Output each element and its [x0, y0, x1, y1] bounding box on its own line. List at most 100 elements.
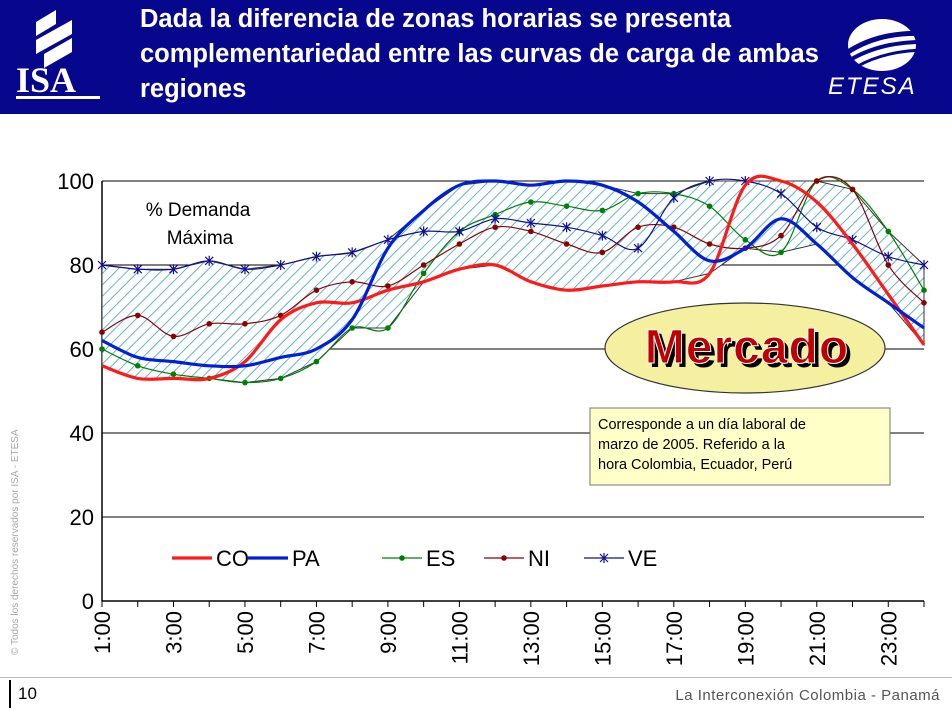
data-point-es	[742, 237, 749, 243]
svg-text:ETESA: ETESA	[828, 73, 917, 100]
data-point-es	[599, 207, 606, 214]
data-point-es	[921, 287, 927, 293]
data-point-ni	[849, 186, 856, 193]
x-tick-label: 15:00	[590, 611, 615, 666]
data-point-ve	[883, 251, 893, 262]
data-point-ve	[490, 213, 500, 224]
y-tick-label: 100	[57, 169, 94, 194]
data-point-es	[385, 325, 391, 331]
note-box	[589, 407, 891, 486]
data-point-ve	[669, 192, 679, 203]
data-point-es	[706, 203, 713, 209]
y-tick-label: 0	[82, 589, 94, 614]
x-tick-label: 7:00	[304, 611, 329, 654]
data-point-es	[277, 375, 284, 382]
data-point-ve	[705, 176, 714, 186]
data-point-es	[313, 358, 320, 365]
data-point-ve	[419, 226, 429, 237]
x-tick-label: 23:00	[876, 611, 901, 666]
x-tick-label: 3:00	[161, 611, 186, 654]
data-point-ve	[204, 255, 214, 266]
data-point-es	[528, 199, 534, 205]
svg-text:ISA: ISA	[16, 60, 76, 100]
footer-divider	[0, 677, 952, 678]
data-point-ve	[169, 264, 178, 275]
data-point-ve	[562, 222, 572, 233]
data-point-es	[420, 270, 427, 277]
data-point-ni	[99, 329, 105, 335]
header-bar: ISA Dada la diferencia de zonas horarias…	[0, 0, 952, 114]
x-tick-label: 19:00	[733, 611, 758, 666]
legend-marker-es	[399, 555, 405, 561]
data-point-es	[349, 325, 355, 331]
data-point-ve	[776, 188, 786, 199]
data-point-ni	[706, 241, 713, 247]
data-point-es	[778, 249, 784, 256]
data-point-ve	[919, 260, 929, 270]
data-point-es	[885, 228, 892, 235]
note-text-line: Corresponde a un día laboral de	[598, 417, 806, 433]
data-point-ve	[97, 260, 107, 270]
data-point-es	[242, 379, 248, 386]
data-point-ve	[276, 260, 286, 270]
mercado-badge-ellipse	[604, 302, 886, 394]
data-point-ni	[492, 224, 498, 230]
note-text-line: marzo de 2005. Referido a la	[598, 437, 786, 453]
data-point-ni	[599, 249, 606, 256]
data-point-ve	[133, 264, 143, 275]
page-title: Dada la diferencia de zonas horarias se …	[140, 5, 819, 103]
data-point-ni	[349, 279, 355, 285]
x-tick-label: 9:00	[376, 611, 401, 654]
y-tick-label: 20	[70, 505, 94, 530]
data-point-es	[635, 190, 641, 197]
x-tick-label: 13:00	[519, 611, 544, 666]
data-point-es	[563, 203, 570, 209]
legend-marker-ve	[599, 553, 609, 563]
data-point-ni	[242, 321, 248, 327]
x-tick-label: 5:00	[233, 611, 258, 654]
note-text-line: hora Colombia, Ecuador, Perú	[598, 457, 792, 473]
legend-label-co: CO	[216, 546, 249, 571]
data-point-ve	[597, 230, 607, 241]
data-point-es	[134, 363, 141, 369]
data-point-ni	[885, 262, 892, 268]
page-number: 10	[18, 684, 37, 703]
legend-label-es: ES	[426, 546, 455, 571]
legend-label-pa: PA	[292, 546, 320, 571]
data-point-ni	[385, 283, 391, 289]
data-point-ni	[528, 228, 534, 235]
data-point-ve	[633, 243, 643, 254]
x-tick-label: 1:00	[90, 611, 115, 654]
data-point-ni	[778, 232, 784, 239]
data-point-ve	[347, 247, 357, 258]
data-point-es	[99, 346, 105, 352]
data-point-ni	[563, 241, 570, 247]
area-label-line1: % Demanda	[146, 200, 251, 221]
y-tick-label: 80	[70, 253, 94, 278]
data-point-ni	[813, 178, 820, 184]
x-tick-label: 11:00	[447, 611, 472, 664]
x-tick-label: 17:00	[662, 611, 687, 666]
data-point-ni	[206, 321, 213, 327]
legend-label-ni: NI	[528, 546, 550, 571]
footer-title: La Interconexión Colombia - Panamá	[675, 687, 940, 704]
data-point-ve	[312, 251, 321, 262]
data-point-ni	[456, 241, 463, 247]
data-point-ve	[526, 218, 536, 228]
footer-accent	[9, 680, 11, 708]
y-tick-label: 40	[70, 421, 94, 446]
mercado-badge-text: Mercado	[645, 321, 849, 374]
etesa-logo: ETESA	[828, 19, 933, 100]
series-line-co	[101, 174, 926, 382]
data-point-ni	[420, 262, 427, 268]
data-point-ni	[170, 333, 177, 340]
data-point-ni	[921, 300, 927, 306]
area-label-line2: Máxima	[167, 228, 234, 249]
data-point-ni	[313, 287, 320, 293]
x-tick-label: 21:00	[805, 611, 830, 666]
y-tick-label: 60	[70, 337, 94, 362]
data-point-es	[170, 371, 177, 378]
mercado-badge-shadow: Mercado	[649, 325, 853, 378]
series-line-pa	[101, 179, 925, 369]
data-point-ve	[240, 264, 250, 275]
